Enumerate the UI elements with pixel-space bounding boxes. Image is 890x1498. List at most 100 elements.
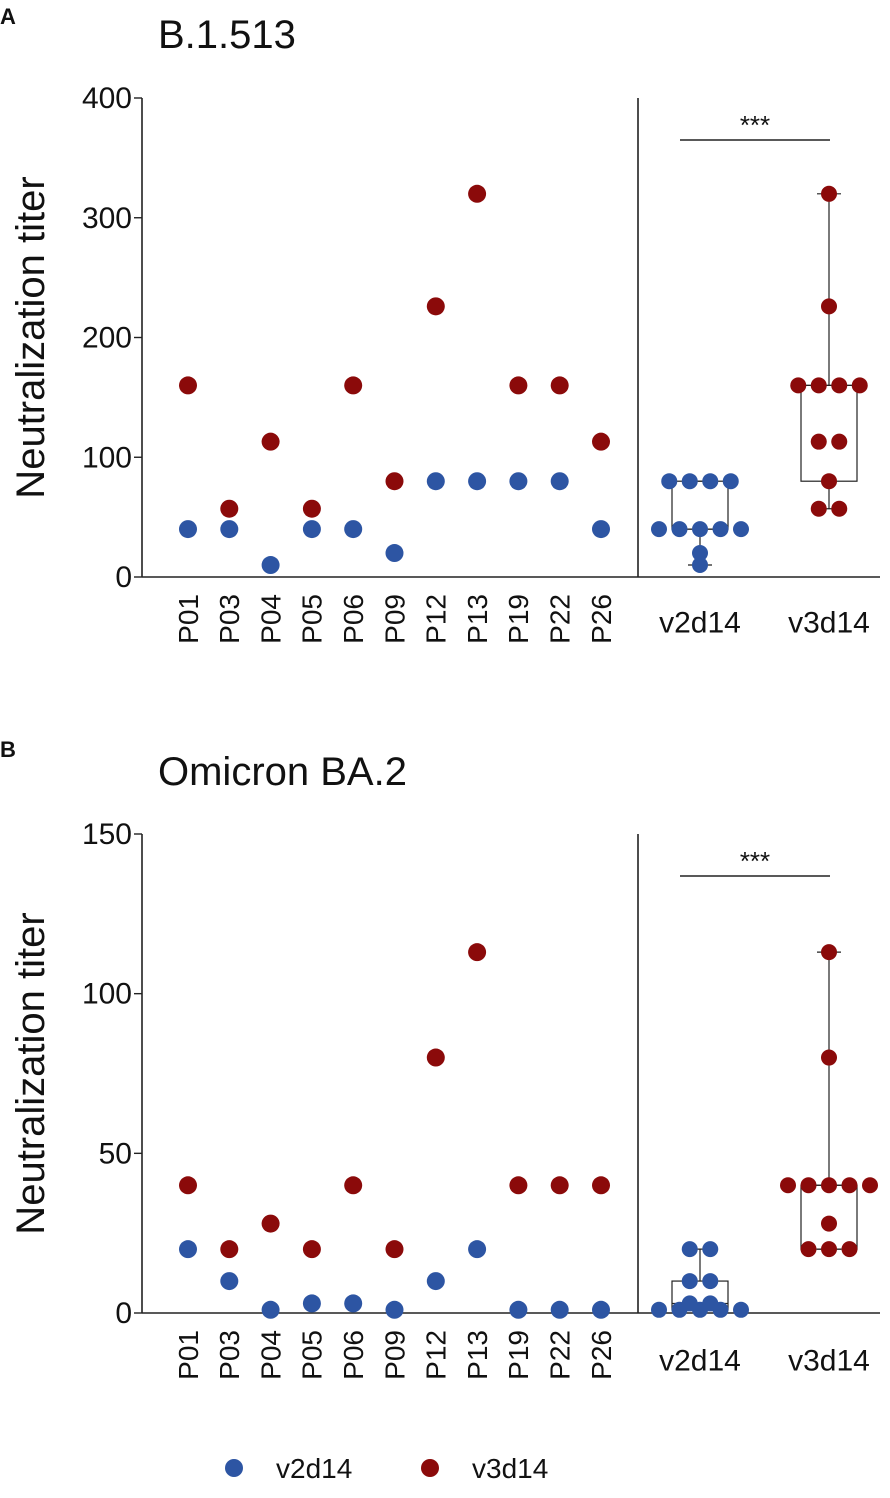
data-point-v2d14 (509, 1300, 528, 1319)
y-tick-label: 200 (82, 322, 132, 355)
summary-point-v3d14 (831, 500, 848, 517)
summary-point-v2d14 (651, 521, 667, 538)
panel-label: A (0, 4, 16, 29)
x-group-label: v2d14 (659, 1345, 741, 1378)
data-point-v3d14 (385, 472, 404, 491)
summary-point-v3d14 (862, 1177, 878, 1194)
summary-point-v2d14 (702, 473, 719, 490)
data-point-v2d14 (550, 472, 569, 491)
box-iqr (800, 384, 858, 482)
legend-marker-v2d14 (225, 1459, 243, 1477)
data-point-v2d14 (426, 1272, 445, 1291)
y-tick-label: 300 (82, 202, 132, 235)
summary-point-v3d14 (831, 433, 848, 450)
data-point-v3d14 (302, 1240, 321, 1259)
x-group-label: v3d14 (788, 607, 870, 640)
y-axis-label: Neutralization titer (9, 912, 53, 1234)
x-category-label: P26 (586, 594, 617, 644)
summary-point-v3d14 (810, 433, 827, 450)
summary-point-v2d14 (681, 1241, 698, 1258)
data-point-v3d14 (509, 376, 528, 395)
legend: v2d14 v3d14 (225, 1453, 548, 1484)
x-category-label: P06 (338, 1330, 369, 1380)
data-point-v2d14 (179, 520, 197, 539)
data-point-v3d14 (550, 376, 569, 395)
data-point-v2d14 (220, 520, 239, 539)
data-point-v3d14 (550, 1176, 569, 1195)
summary-point-v3d14 (800, 1241, 817, 1258)
data-point-v3d14 (468, 184, 487, 203)
summary-point-v3d14 (780, 1177, 796, 1194)
x-category-label: P06 (338, 594, 369, 644)
x-category-label: P22 (545, 594, 576, 644)
x-category-label: P13 (462, 594, 493, 644)
x-category-label: P03 (214, 1330, 245, 1380)
data-point-v3d14 (509, 1176, 528, 1195)
y-tick-label: 0 (115, 561, 132, 594)
summary-point-v3d14 (810, 500, 827, 517)
y-axis-label: Neutralization titer (9, 176, 53, 498)
data-point-v2d14 (302, 1294, 321, 1313)
summary-point-v3d14 (800, 1177, 817, 1194)
summary-point-v2d14 (681, 1273, 698, 1290)
x-category-label: P09 (379, 594, 410, 644)
chart-title: B.1.513 (158, 13, 296, 57)
data-point-v3d14 (220, 1240, 239, 1259)
data-point-v3d14 (385, 1240, 404, 1259)
summary-point-v2d14 (733, 1301, 749, 1318)
chart-title: Omicron BA.2 (158, 750, 407, 794)
data-point-v3d14 (220, 499, 239, 518)
x-category-label: P19 (503, 1330, 534, 1380)
summary-point-v2d14 (692, 545, 708, 562)
x-group-label: v2d14 (659, 607, 741, 640)
y-tick-label: 100 (82, 978, 132, 1011)
x-category-label: P01 (173, 594, 204, 644)
data-point-v2d14 (220, 1272, 239, 1291)
panel-a: A B.1.513 Neutralization titer 0 100 200 300 40… (0, 4, 880, 644)
x-category-label: P12 (421, 594, 452, 644)
data-point-v3d14 (344, 1176, 363, 1195)
summary-point-v2d14 (681, 473, 698, 490)
data-point-v2d14 (261, 1300, 280, 1319)
summary-point-v2d14 (651, 1301, 667, 1318)
data-point-v2d14 (592, 520, 610, 539)
summary-point-v2d14 (671, 521, 688, 538)
x-category-label: P13 (462, 1330, 493, 1380)
data-point-v3d14 (302, 499, 321, 518)
x-category-label: P09 (379, 1330, 410, 1380)
y-tick-label: 400 (82, 82, 132, 115)
summary-point-v3d14 (841, 1177, 858, 1194)
summary-point-v2d14 (712, 521, 729, 538)
summary-point-v2d14 (661, 473, 678, 490)
data-point-v3d14 (179, 376, 197, 395)
y-tick-label: 0 (115, 1297, 132, 1330)
x-category-label: P01 (173, 1330, 204, 1380)
data-point-v2d14 (344, 1294, 363, 1313)
summary-point-v3d14 (821, 473, 837, 490)
data-point-v2d14 (261, 556, 280, 575)
x-group-label: v3d14 (788, 1345, 870, 1378)
data-point-v3d14 (179, 1176, 197, 1195)
data-point-v3d14 (592, 1176, 610, 1195)
summary-point-v2d14 (702, 1241, 719, 1258)
summary-point-v2d14 (681, 1295, 698, 1312)
data-point-v3d14 (261, 432, 280, 451)
x-category-label: P19 (503, 594, 534, 644)
legend-marker-v3d14 (421, 1459, 439, 1477)
data-point-v3d14 (344, 376, 363, 395)
x-category-label: P05 (297, 1330, 328, 1380)
summary-point-v3d14 (841, 1241, 858, 1258)
data-point-v3d14 (468, 943, 487, 962)
significance-label: *** (740, 846, 770, 876)
y-tick-label: 100 (82, 441, 132, 474)
data-point-v3d14 (261, 1214, 280, 1233)
data-point-v2d14 (468, 1240, 487, 1259)
x-category-label: P05 (297, 594, 328, 644)
summary-point-v2d14 (722, 473, 739, 490)
x-category-label: P12 (421, 1330, 452, 1380)
data-point-v2d14 (344, 520, 363, 539)
summary-point-v3d14 (851, 377, 868, 394)
data-point-v2d14 (385, 544, 404, 563)
